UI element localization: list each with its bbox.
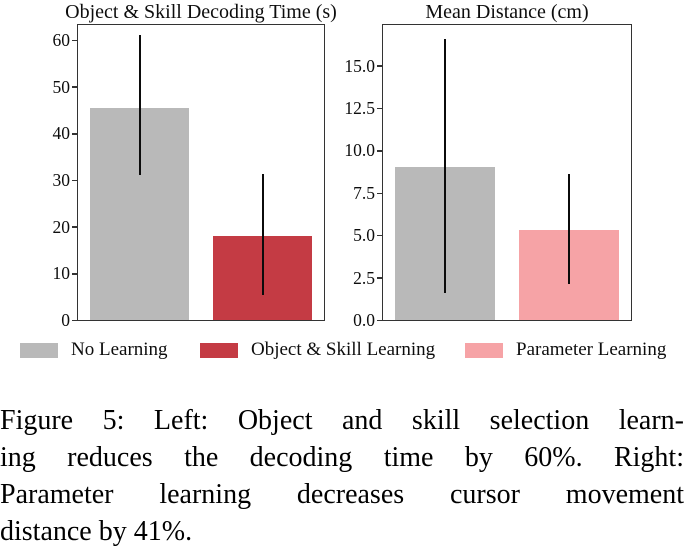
y-tick-mark: [377, 234, 382, 237]
y-tick-label: 30: [52, 169, 71, 190]
caption-line: distance by 41%.: [0, 516, 193, 547]
y-tick-label: 7.5: [353, 182, 375, 203]
y-tick-label: 50: [52, 76, 71, 97]
y-tick-mark: [377, 319, 382, 322]
y-tick-label: 20: [52, 216, 71, 237]
y-tick-label: 12.5: [344, 98, 375, 119]
figure-caption: Figure 5: Left: Object and skill selecti…: [0, 402, 684, 550]
y-tick-mark: [377, 65, 382, 67]
legend-item-no-learning: No Learning: [20, 339, 168, 360]
legend-item-object-skill-learning: Object & Skill Learning: [200, 339, 436, 360]
error-bar-object-skill-learning: [261, 174, 264, 296]
legend-swatch-no-learning: [20, 342, 58, 358]
legend-item-parameter-learning: Parameter Learning: [465, 339, 667, 360]
legend-label: No Learning: [71, 339, 168, 360]
error-bar-parameter-learning: [568, 174, 570, 285]
chart-mean-distance: Mean Distance (cm) 0.0 2.5 5.0 7.5 10.0 12.5 1…: [342, 0, 684, 335]
caption-line: ing reduces the decoding time by 60%. Ri…: [0, 442, 684, 473]
y-tick-mark: [377, 277, 382, 279]
y-tick-label: 2.5: [353, 267, 375, 288]
y-tick-mark: [72, 226, 77, 228]
y-tick-mark: [377, 150, 382, 152]
caption-line: Parameter learning decreases cursor move…: [0, 479, 684, 510]
legend-swatch-object-skill-learning: [200, 342, 238, 358]
y-tick-mark: [72, 273, 77, 275]
y-tick-label: 40: [52, 123, 71, 144]
y-tick-label: 5.0: [353, 225, 375, 246]
y-tick-mark: [72, 86, 77, 88]
y-tick-mark: [72, 319, 77, 322]
y-tick-label: 15.0: [344, 55, 375, 76]
y-tick-label: 0: [61, 310, 70, 330]
error-bar-no-learning: [444, 38, 446, 293]
legend-swatch-parameter-learning: [465, 342, 503, 358]
y-tick-label: 0.0: [353, 310, 375, 330]
y-tick-label: 10.0: [344, 140, 375, 161]
y-tick-mark: [72, 133, 77, 135]
legend-label: Parameter Learning: [516, 339, 667, 360]
chart-title: Mean Distance (cm): [425, 1, 589, 23]
y-tick-mark: [377, 192, 382, 195]
error-bar-no-learning: [138, 35, 141, 176]
plot-area: [382, 24, 632, 321]
chart-title: Object & Skill Decoding Time (s): [65, 1, 337, 23]
caption-line: Figure 5: Left: Object and skill selecti…: [0, 405, 684, 436]
y-tick-label: 60: [52, 29, 71, 50]
chart-decoding-time: Object & Skill Decoding Time (s) 0 10 20 30…: [0, 0, 342, 335]
y-tick-mark: [72, 179, 77, 182]
plot-area: [77, 24, 325, 321]
y-tick-label: 10: [52, 263, 71, 284]
legend-label: Object & Skill Learning: [251, 339, 436, 360]
y-tick-mark: [72, 39, 77, 42]
y-tick-mark: [377, 107, 382, 110]
